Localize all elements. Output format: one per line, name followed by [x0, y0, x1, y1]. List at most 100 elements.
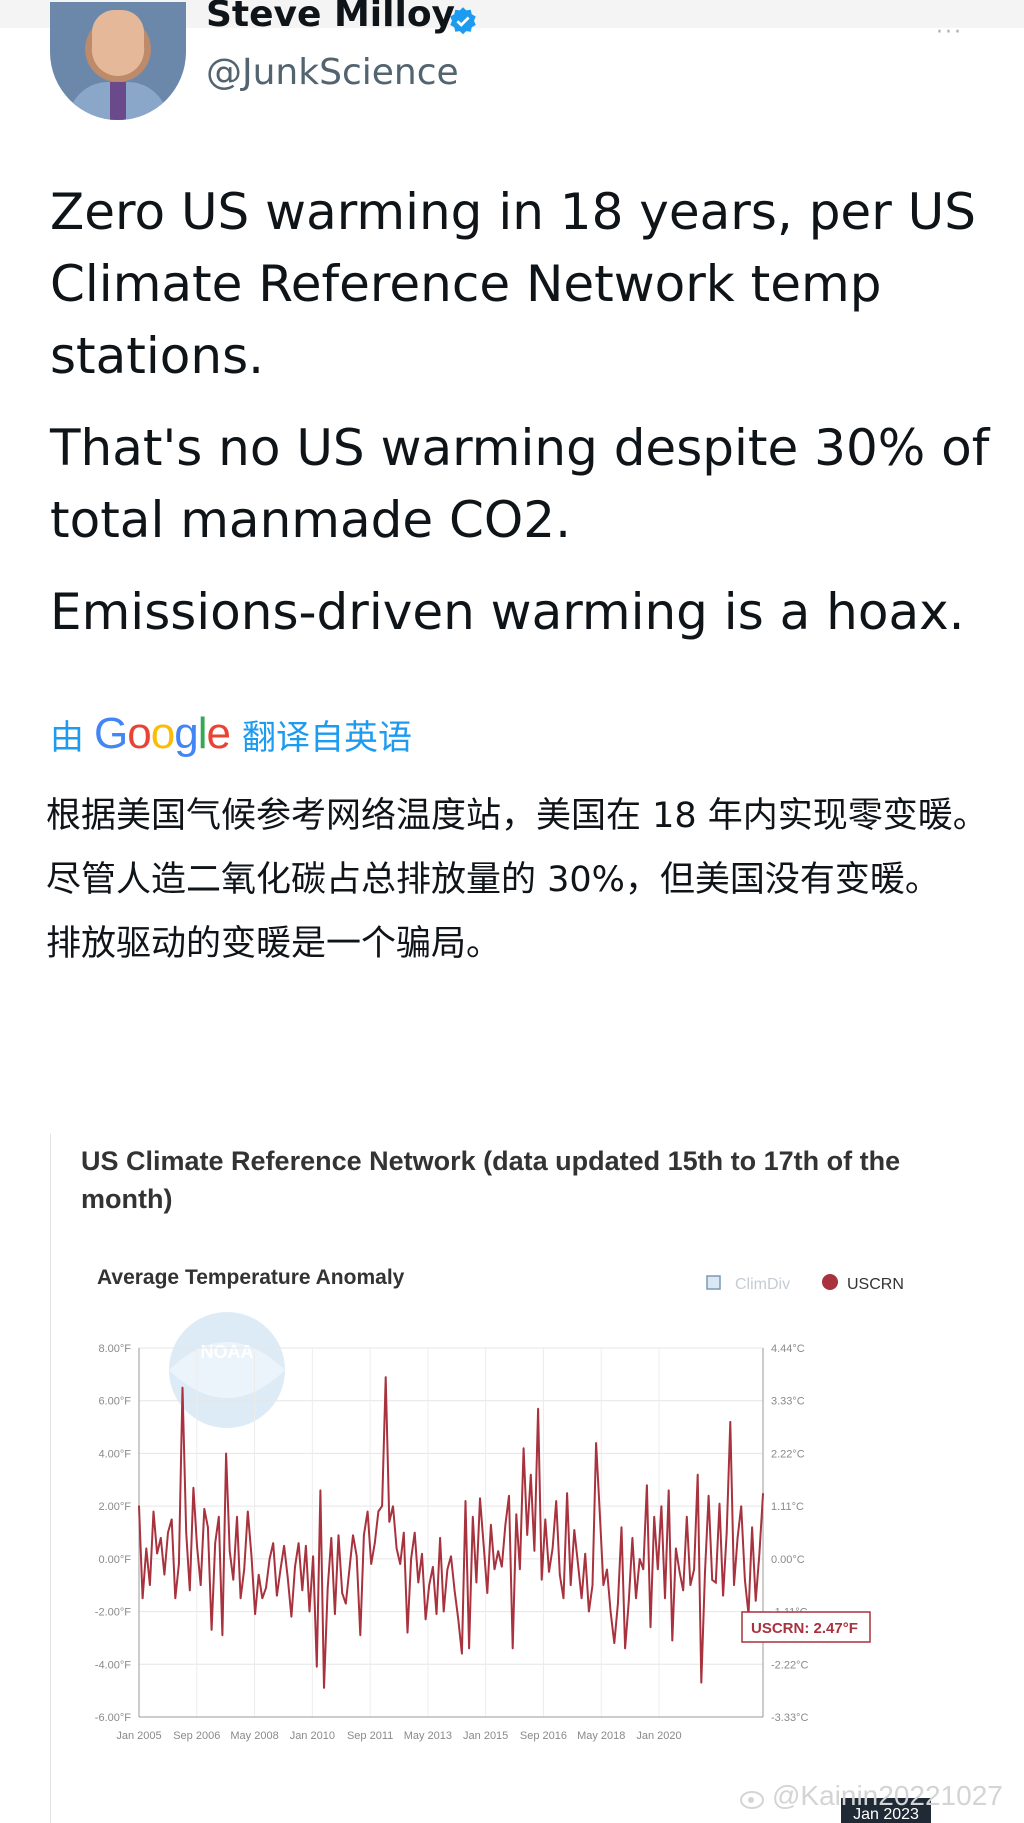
- uscrn-data-point: [751, 1526, 753, 1529]
- uscrn-data-point: [261, 1597, 264, 1600]
- uscrn-data-point: [421, 1552, 423, 1555]
- uscrn-data-point: [577, 1563, 579, 1565]
- author-name[interactable]: Steve Milloy: [206, 0, 456, 35]
- uscrn-data-point: [617, 1602, 619, 1605]
- verified-badge-icon: [450, 7, 476, 35]
- uscrn-data-point: [548, 1571, 550, 1573]
- uscrn-data-point: [602, 1584, 605, 1587]
- uscrn-data-point: [395, 1547, 398, 1550]
- uscrn-data-point: [711, 1579, 714, 1581]
- uscrn-data-point: [413, 1531, 416, 1534]
- tooltip: USCRN: 2.47°F: [741, 1611, 871, 1643]
- uscrn-data-point: [471, 1515, 474, 1518]
- uscrn-data-point: [377, 1510, 380, 1513]
- uscrn-data-point: [312, 1555, 314, 1558]
- uscrn-data-point: [152, 1510, 155, 1513]
- uscrn-data-point: [370, 1563, 373, 1565]
- uscrn-data-point: [580, 1597, 583, 1600]
- uscrn-data-point: [406, 1631, 409, 1634]
- legend-climdiv-marker[interactable]: [706, 1275, 721, 1290]
- x-highlight-badge: Jan 2023: [841, 1798, 931, 1823]
- tweet-header: Steve Milloy @JunkScience ···: [0, 0, 1024, 130]
- uscrn-data-point: [410, 1558, 412, 1560]
- uscrn-data-point: [551, 1547, 554, 1550]
- y-right-tick-label: 2.22°C: [771, 1448, 805, 1460]
- uscrn-data-point: [685, 1515, 688, 1518]
- uscrn-data-point: [595, 1442, 597, 1444]
- y-right-tick-label: -2.22°C: [771, 1659, 808, 1671]
- uscrn-data-point: [355, 1555, 358, 1558]
- uscrn-data-point: [138, 1505, 140, 1507]
- uscrn-data-point: [450, 1555, 452, 1558]
- uscrn-data-point: [664, 1597, 666, 1600]
- uscrn-data-point: [464, 1500, 467, 1502]
- y-left-tick-label: -2.00°F: [95, 1607, 131, 1619]
- translated-from-label: 翻译自英语: [241, 717, 412, 758]
- uscrn-data-point: [646, 1484, 648, 1486]
- y-left-tick-label: -6.00°F: [95, 1712, 131, 1724]
- translated-body: 根据美国气候参考网络温度站，美国在 18 年内实现零变暖。 尽管人造二氧化碳占总…: [46, 788, 996, 980]
- uscrn-data-point: [159, 1536, 162, 1539]
- y-left-tick-label: 8.00°F: [98, 1343, 131, 1355]
- more-options-icon[interactable]: ···: [936, 20, 963, 45]
- y-right-tick-label: 0.00°C: [771, 1554, 805, 1566]
- uscrn-data-point: [236, 1515, 238, 1518]
- chart-card[interactable]: US Climate Reference Network (data updat…: [50, 1134, 981, 1823]
- uscrn-data-point: [337, 1534, 340, 1536]
- uscrn-data-point: [232, 1579, 235, 1581]
- uscrn-data-point: [624, 1647, 626, 1650]
- uscrn-data-point: [631, 1536, 634, 1539]
- uscrn-data-point: [192, 1486, 195, 1489]
- uscrn-data-point: [540, 1579, 543, 1581]
- uscrn-data-point: [453, 1589, 456, 1592]
- uscrn-data-point: [178, 1563, 180, 1565]
- uscrn-data-point: [384, 1376, 387, 1378]
- uscrn-data-point: [754, 1600, 757, 1602]
- uscrn-data-point: [700, 1681, 703, 1684]
- uscrn-data-point: [486, 1592, 489, 1594]
- uscrn-data-point: [214, 1542, 217, 1544]
- uscrn-data-point: [656, 1568, 659, 1571]
- uscrn-data-point: [678, 1571, 681, 1573]
- tweet-body: Zero US warming in 18 years, per US Clim…: [50, 176, 990, 668]
- uscrn-data-point: [729, 1420, 732, 1423]
- uscrn-data-point: [591, 1584, 594, 1587]
- x-tick-label: Sep 2011: [347, 1730, 393, 1742]
- uscrn-data-point: [519, 1568, 521, 1571]
- uscrn-data-point: [736, 1536, 739, 1539]
- uscrn-data-point: [388, 1521, 391, 1523]
- y-left-tick-label: -4.00°F: [95, 1659, 131, 1671]
- uscrn-data-point: [689, 1584, 692, 1587]
- uscrn-data-point: [196, 1544, 198, 1547]
- uscrn-data-point: [482, 1544, 485, 1547]
- y-right-tick-label: 1.11°C: [771, 1501, 804, 1513]
- uscrn-data-point: [660, 1505, 663, 1507]
- uscrn-data-point: [272, 1542, 275, 1544]
- uscrn-data-point: [682, 1589, 685, 1592]
- uscrn-data-point: [500, 1565, 503, 1568]
- x-tick-label: Jan 2015: [463, 1730, 508, 1742]
- uscrn-data-point: [207, 1526, 209, 1529]
- uscrn-data-point: [392, 1505, 394, 1507]
- uscrn-data-point: [228, 1550, 231, 1552]
- legend-uscrn-label[interactable]: USCRN: [847, 1276, 904, 1293]
- uscrn-data-point: [606, 1568, 608, 1571]
- legend-climdiv-label[interactable]: ClimDiv: [735, 1276, 790, 1293]
- uscrn-data-point: [265, 1587, 267, 1589]
- uscrn-data-point: [722, 1594, 724, 1597]
- uscrn-data-point: [627, 1600, 630, 1602]
- uscrn-data-point: [330, 1536, 333, 1539]
- author-handle[interactable]: @JunkScience: [206, 52, 459, 93]
- uscrn-data-point: [758, 1552, 761, 1555]
- uscrn-data-point: [504, 1523, 507, 1526]
- uscrn-data-point: [286, 1576, 289, 1579]
- uscrn-data-point: [221, 1634, 224, 1637]
- translation-attribution[interactable]: 由 Google 翻译自英语: [50, 706, 412, 762]
- uscrn-data-point: [334, 1613, 336, 1616]
- uscrn-data-point: [181, 1386, 184, 1389]
- uscrn-data-point: [283, 1544, 285, 1547]
- uscrn-data-point: [348, 1568, 351, 1571]
- legend-uscrn-marker[interactable]: [822, 1274, 838, 1290]
- avatar[interactable]: [50, 2, 186, 120]
- uscrn-data-point: [341, 1592, 344, 1594]
